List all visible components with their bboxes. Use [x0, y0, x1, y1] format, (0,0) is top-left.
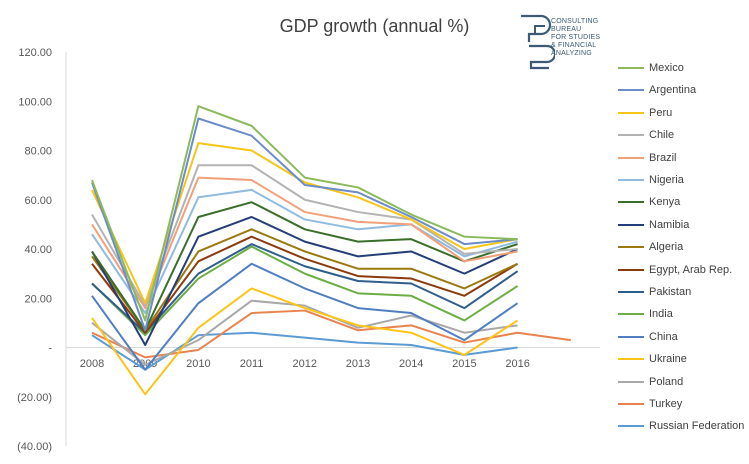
legend-label: Ukraine [649, 353, 687, 366]
legend-swatch [618, 111, 644, 114]
x-tick-label: 2016 [505, 358, 529, 370]
series-line-mexico [91, 105, 518, 322]
legend-label: Namibia [649, 218, 690, 231]
legend-label: Pakistan [649, 286, 692, 298]
y-tick-label: 60.00 [24, 195, 52, 207]
legend-label: China [649, 330, 678, 343]
legend-label: Brazil [649, 151, 677, 164]
legend-label: Egypt, Arab Rep. [649, 263, 733, 276]
y-tick-label: 80.00 [24, 146, 52, 158]
legend-label: Algeria [649, 241, 684, 254]
chart-title: GDP growth (annual %) [279, 16, 470, 36]
legend-swatch [618, 67, 644, 69]
series-line-pakistan [91, 243, 519, 334]
logo-mark-icon [521, 14, 557, 70]
x-tick-label: 2012 [293, 358, 317, 370]
legend-swatch [618, 179, 644, 181]
legend-label: Nigeria [649, 174, 684, 186]
legend-label: Peru [649, 106, 673, 119]
y-tick-label: 120.00 [18, 47, 52, 59]
logo-line: CONSULTING [551, 18, 599, 25]
series-line-china [91, 262, 519, 371]
legend-swatch [618, 380, 644, 383]
series-line-brazil [91, 176, 518, 310]
series-line-ukraine [91, 287, 519, 396]
series-line-argentina [91, 117, 518, 332]
y-tick-label: 40.00 [24, 244, 52, 256]
y-tick-label: (20.00) [17, 392, 52, 404]
series-line-algeria [91, 228, 519, 332]
legend-label: Chile [649, 129, 675, 142]
series-line-india [91, 245, 519, 337]
logo-line: ANALYZING [551, 50, 592, 57]
legend-swatch [618, 268, 644, 271]
legend-label: Russian Federation [649, 420, 745, 433]
y-tick-label: 20.00 [24, 293, 52, 305]
company-logo [515, 12, 635, 70]
legend-label: India [649, 308, 673, 321]
x-tick-label: 2014 [399, 358, 423, 370]
y-tick-label: - [48, 343, 52, 355]
legend-swatch [618, 425, 644, 428]
legend-label: Turkey [649, 398, 683, 410]
legend-label: Argentina [649, 84, 697, 97]
x-tick-label: 2013 [346, 358, 370, 370]
legend-label: Kenya [649, 196, 681, 209]
legend-swatch [618, 335, 644, 338]
logo-line: FOR STUDIES [551, 34, 601, 41]
x-tick-label: 2010 [186, 358, 210, 370]
legend-swatch [618, 156, 644, 159]
logo-text: CONSULTING BUREAU FOR STUDIES & FINANCIA… [551, 18, 600, 58]
x-tick-label: 2008 [80, 358, 104, 370]
x-tick-label: 2015 [452, 358, 476, 370]
legend-swatch [618, 313, 644, 316]
legend-swatch [618, 201, 644, 204]
logo-line: BUREAU [551, 26, 582, 33]
series-line-nigeria [91, 188, 518, 315]
series-line-russian-federation [91, 331, 518, 371]
logo-line: & FINANCIAL [551, 42, 597, 49]
series-line-namibia [91, 215, 519, 347]
legend-swatch [618, 89, 644, 92]
series-line-kenya [91, 201, 518, 332]
legend-swatch [618, 403, 644, 405]
x-tick-label: 2011 [240, 358, 264, 370]
legend-swatch [618, 134, 644, 137]
legend-label: Poland [649, 375, 684, 388]
legend-swatch [618, 223, 644, 226]
legend-swatch [618, 246, 644, 249]
legend-label: Mexico [649, 62, 684, 74]
series-line-poland [91, 299, 518, 366]
y-tick-label: (40.00) [17, 441, 52, 453]
legend-swatch [618, 291, 644, 293]
legend-swatch [618, 358, 644, 361]
y-tick-label: 100.00 [18, 96, 52, 108]
